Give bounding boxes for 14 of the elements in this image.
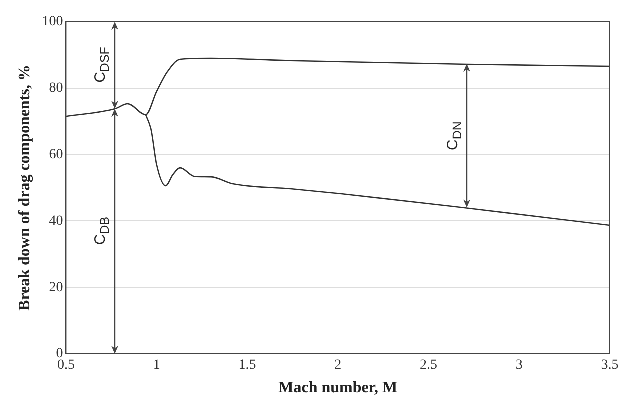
y-tick-label: 20 — [49, 280, 64, 296]
y-tick-label: 100 — [42, 14, 64, 30]
y-tick-label: 60 — [49, 147, 64, 162]
x-tick-label: 2.5 — [420, 358, 438, 374]
x-tick-label: 1 — [153, 358, 160, 374]
x-tick-label: 3 — [516, 358, 523, 374]
y-axis-title: Break down of drag components, % — [16, 65, 34, 311]
y-tick-label: 40 — [49, 214, 64, 229]
x-tick-label: 3.5 — [601, 358, 619, 374]
y-tick-label: 80 — [49, 81, 64, 96]
x-tick-label: 0.5 — [57, 358, 75, 374]
x-tick-label: 1.5 — [238, 358, 256, 374]
x-tick-label: 2 — [334, 358, 342, 374]
x-axis-title: Mach number, M — [278, 380, 398, 397]
